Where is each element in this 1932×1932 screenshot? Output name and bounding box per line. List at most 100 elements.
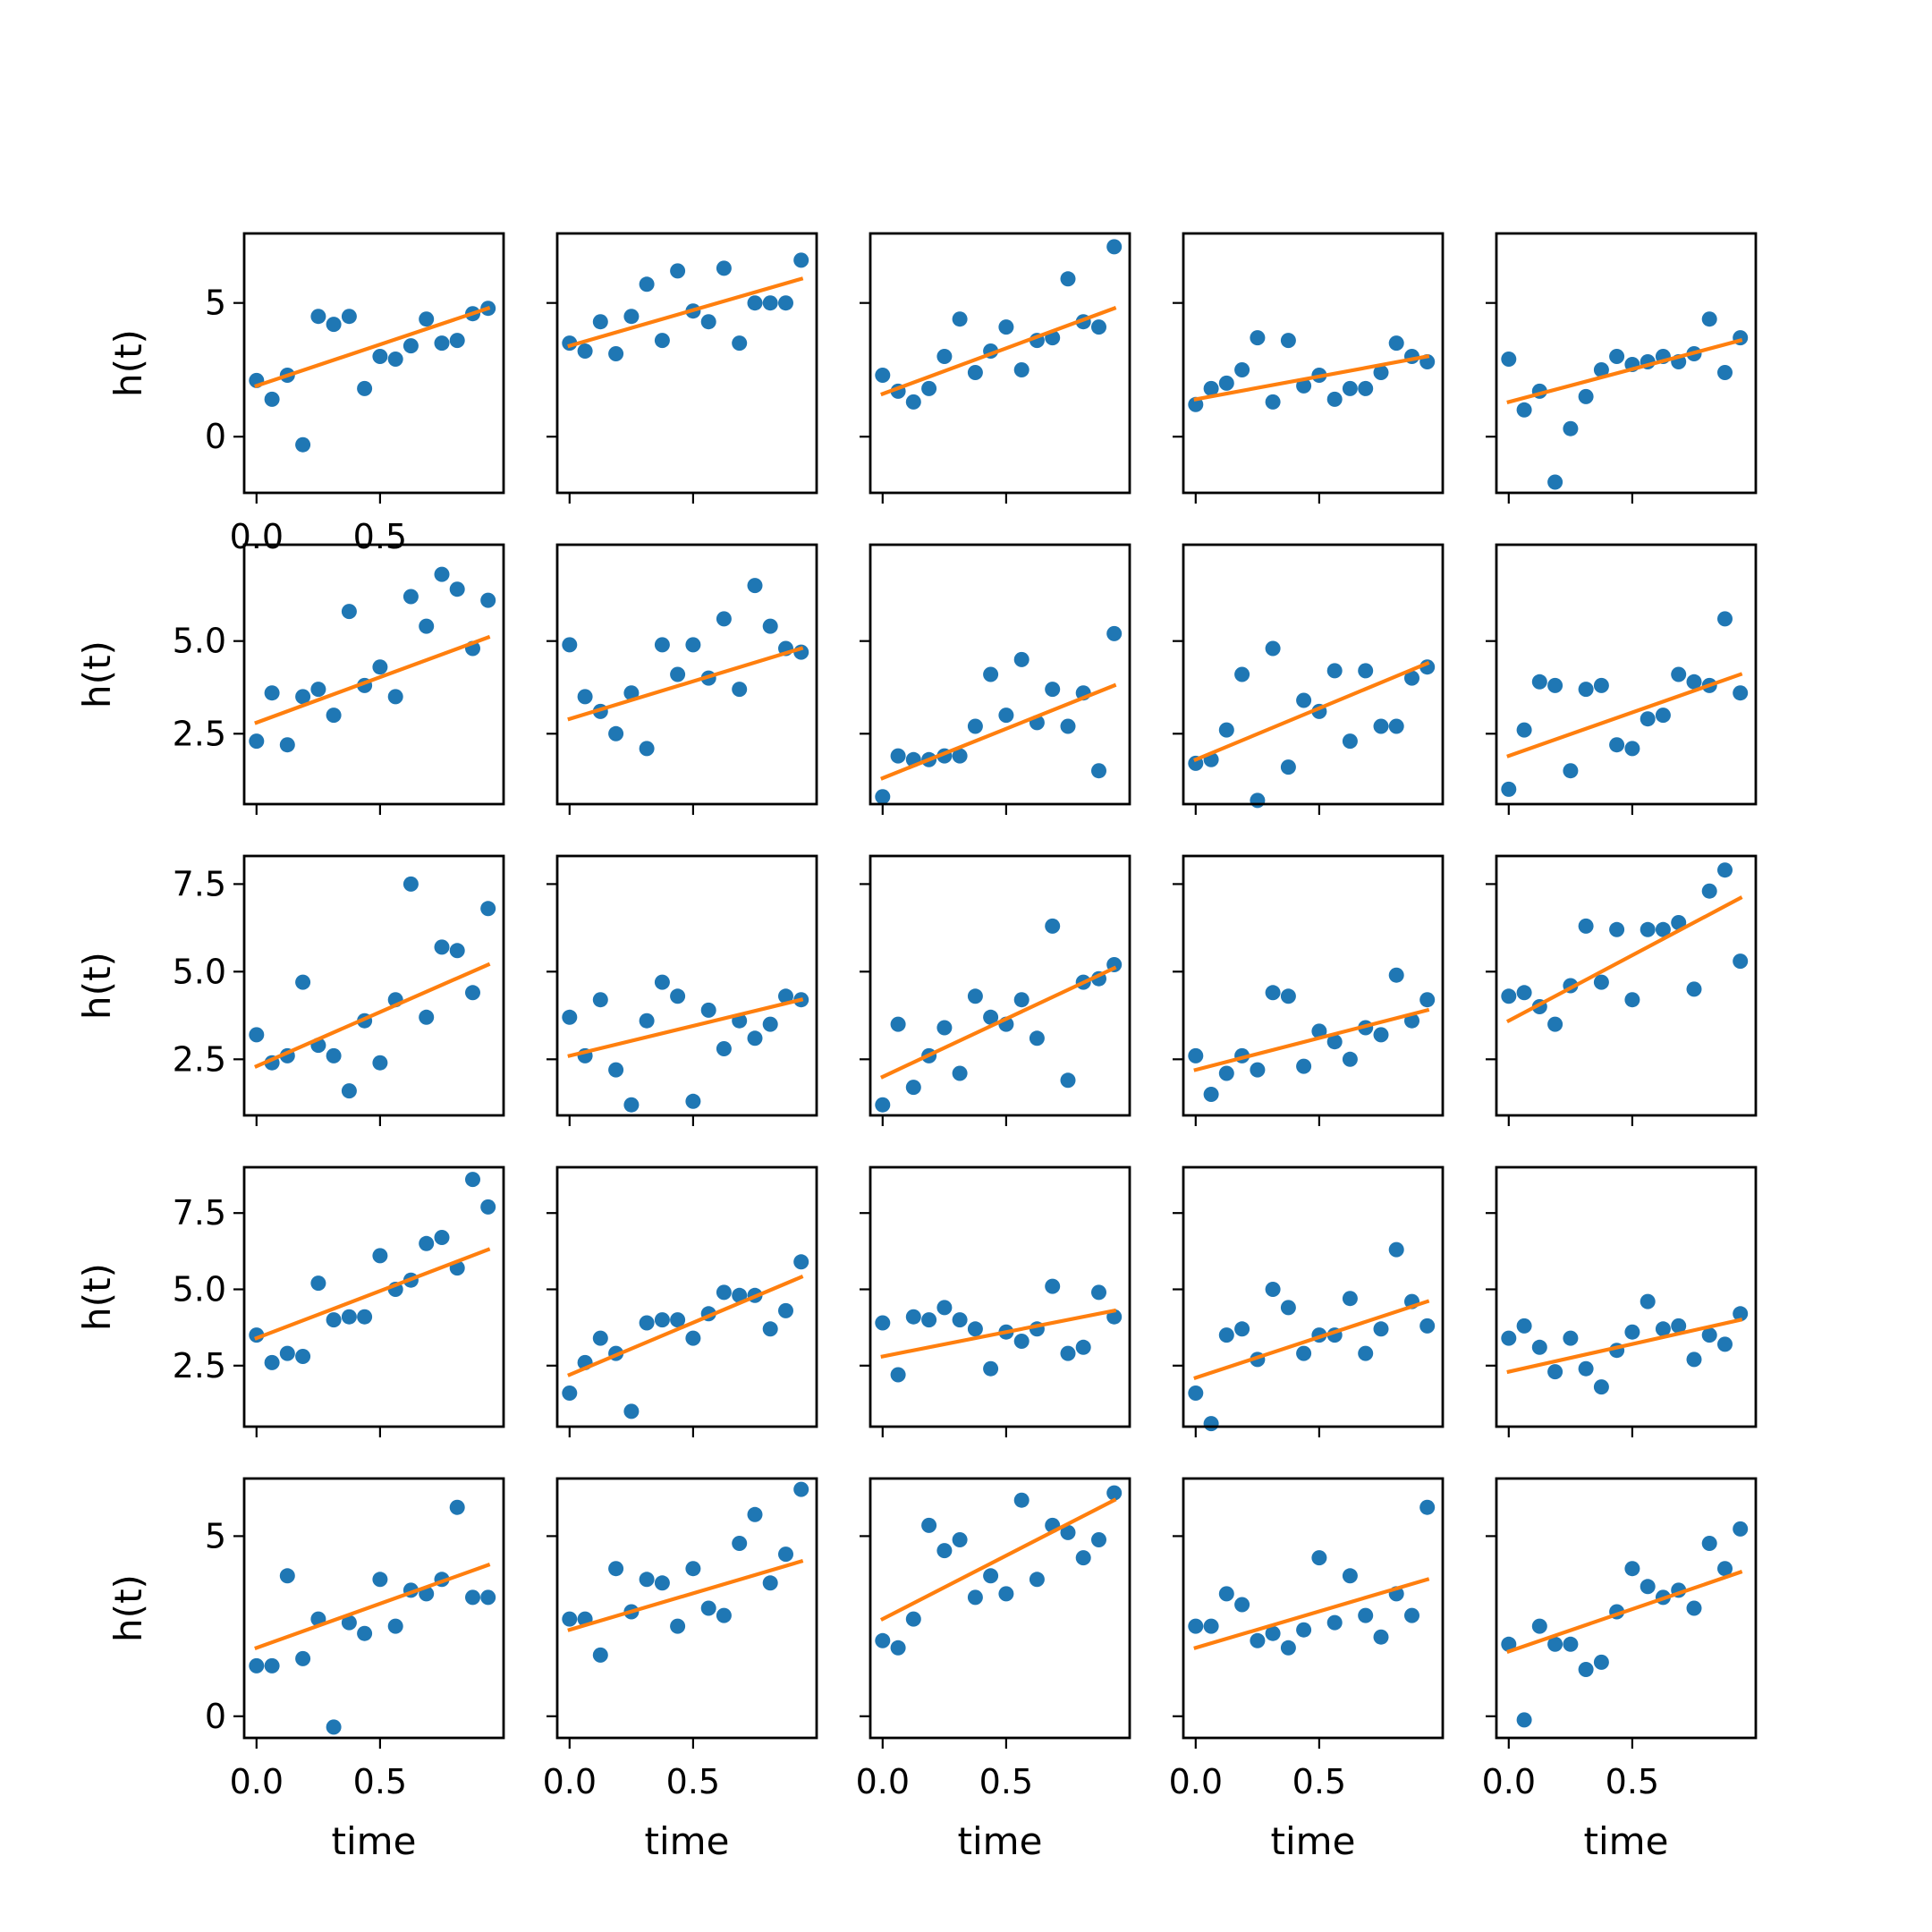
data-point	[372, 349, 388, 364]
data-point	[1640, 711, 1656, 727]
fit-line	[880, 965, 1117, 1080]
subplot-r2-c1: 2.5 5.0 h(t)	[75, 543, 505, 815]
data-point	[1203, 1618, 1219, 1634]
data-point	[967, 1589, 983, 1606]
data-point	[1563, 1636, 1579, 1652]
data-point	[1640, 1293, 1656, 1309]
fit-line	[1506, 672, 1743, 758]
data-point	[1013, 1492, 1030, 1508]
data-point	[1358, 380, 1374, 396]
fit-line	[254, 1247, 491, 1341]
data-point	[1671, 915, 1687, 930]
fit-line	[1193, 354, 1430, 402]
data-point	[1733, 1306, 1749, 1322]
data-point	[562, 1009, 578, 1025]
data-point	[952, 1312, 968, 1328]
data-point	[419, 1235, 435, 1251]
data-point	[1609, 921, 1625, 937]
data-point	[670, 263, 686, 279]
data-point	[1265, 394, 1281, 410]
fit-line	[1506, 1570, 1743, 1654]
axes-frame	[242, 1477, 505, 1740]
data-point	[341, 1614, 357, 1631]
data-point	[326, 1312, 342, 1328]
data-point	[875, 1632, 891, 1648]
data-point	[793, 1254, 809, 1270]
y-tick-label: 5	[205, 284, 226, 323]
data-point	[716, 1041, 732, 1056]
data-point	[1218, 722, 1234, 738]
data-point	[1029, 1030, 1045, 1046]
data-point	[295, 1349, 311, 1364]
data-point	[1419, 1499, 1436, 1515]
data-point	[1296, 377, 1312, 394]
fit-line	[567, 646, 804, 722]
data-point	[700, 314, 716, 330]
data-point	[967, 365, 983, 380]
data-point	[1342, 733, 1358, 750]
data-point	[1419, 1318, 1436, 1334]
data-point	[1388, 967, 1404, 983]
axes-frame	[242, 1165, 505, 1428]
data-point	[1091, 763, 1106, 779]
y-tick-label: 2.5	[173, 1346, 226, 1385]
data-point	[1717, 1561, 1733, 1577]
subplot-r4-c3	[860, 1165, 1131, 1437]
data-point	[732, 682, 748, 698]
data-point	[921, 380, 937, 396]
subplot-r2-c3	[860, 543, 1131, 815]
data-point	[762, 618, 778, 634]
y-tick-label: 0	[205, 417, 226, 456]
data-point	[1296, 1622, 1312, 1638]
data-point	[762, 1321, 778, 1337]
x-tick-label: 0.5	[353, 1762, 407, 1801]
data-point	[1547, 1636, 1563, 1652]
data-point	[1609, 349, 1625, 364]
data-point	[670, 1312, 686, 1328]
y-tick-label: 5.0	[173, 952, 226, 991]
data-point	[778, 988, 793, 1004]
data-point	[1501, 1330, 1517, 1346]
data-point	[434, 335, 450, 352]
data-point	[747, 1030, 763, 1046]
data-point	[341, 1083, 357, 1099]
fit-line	[1193, 1577, 1430, 1650]
data-point	[419, 1009, 435, 1025]
data-point	[1358, 1345, 1374, 1361]
data-point	[685, 1093, 701, 1109]
data-point	[1265, 985, 1281, 1001]
y-tick-label: 0	[205, 1697, 226, 1736]
data-point	[1624, 992, 1640, 1008]
data-point	[1701, 311, 1717, 327]
data-point	[670, 666, 686, 682]
data-point	[1516, 722, 1532, 738]
axes-frame	[1495, 543, 1758, 806]
data-point	[1188, 396, 1204, 412]
data-point	[1203, 380, 1219, 396]
data-point	[1234, 1321, 1250, 1337]
data-point	[700, 1002, 716, 1018]
data-point	[1373, 1027, 1389, 1043]
fit-line	[1193, 660, 1430, 763]
data-point	[1013, 651, 1030, 667]
data-point	[875, 789, 891, 805]
data-point	[372, 1248, 388, 1264]
data-point	[1655, 1321, 1671, 1337]
data-point	[465, 1589, 480, 1606]
data-point	[998, 1586, 1014, 1602]
data-point	[639, 741, 655, 757]
data-point	[357, 380, 373, 396]
data-point	[793, 1481, 809, 1497]
data-point	[1265, 1625, 1281, 1641]
data-point	[592, 1330, 608, 1346]
data-point	[249, 733, 265, 750]
data-point	[1060, 1524, 1076, 1540]
data-point	[1516, 985, 1532, 1001]
data-point	[1280, 988, 1296, 1004]
data-point	[434, 1230, 450, 1245]
data-point	[983, 1360, 999, 1377]
data-point	[1701, 1536, 1717, 1551]
axes-frame	[1495, 232, 1758, 495]
y-tick-label: 5.0	[173, 622, 226, 661]
data-point	[1358, 663, 1374, 679]
